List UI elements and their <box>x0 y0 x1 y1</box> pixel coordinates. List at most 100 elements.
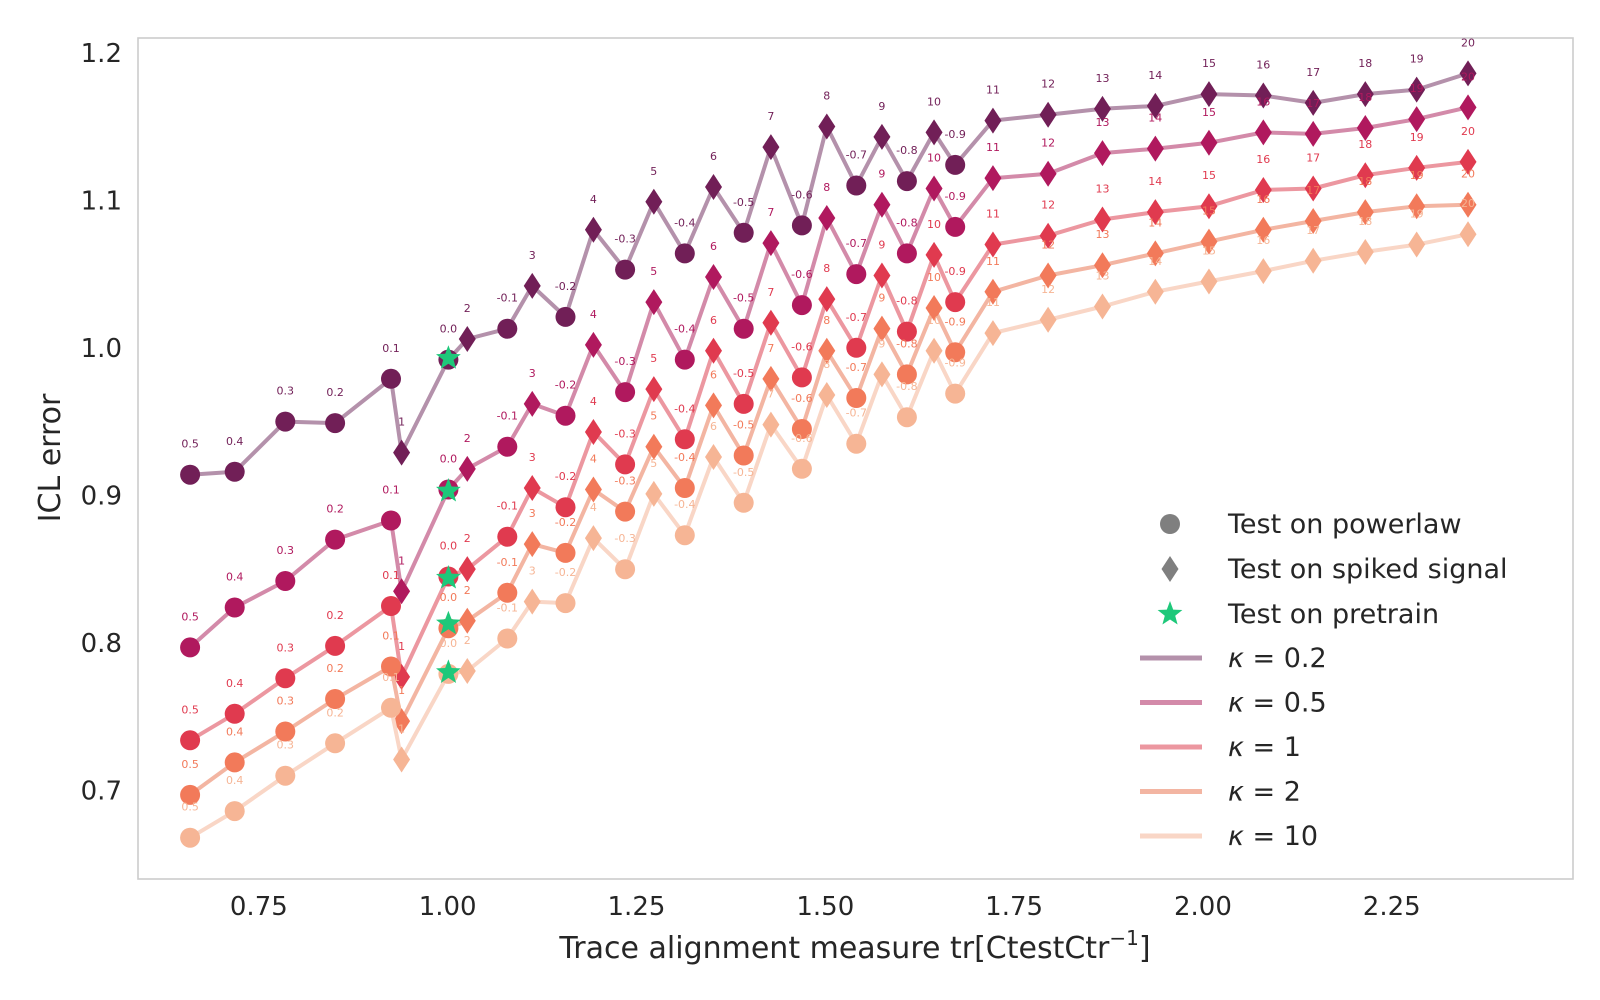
x-tick-label: 1.50 <box>796 892 854 922</box>
data-label: 4 <box>590 453 597 466</box>
powerlaw-marker <box>381 656 401 677</box>
spiked-marker <box>1093 206 1111 233</box>
data-label: 1 <box>398 684 405 697</box>
data-label: -0.7 <box>846 237 867 250</box>
data-label: 9 <box>878 337 885 350</box>
spiked-marker <box>984 320 1002 347</box>
data-label: 12 <box>1041 78 1055 91</box>
spiked-marker <box>1146 135 1164 162</box>
spiked-marker <box>1200 81 1218 108</box>
spiked-marker <box>705 337 723 364</box>
data-label: 12 <box>1041 239 1055 252</box>
data-label: -0.2 <box>555 516 576 529</box>
powerlaw-marker <box>224 703 245 724</box>
data-label: -0.9 <box>944 265 965 278</box>
spiked-marker <box>873 123 891 150</box>
spiked-marker <box>1459 191 1477 218</box>
spiked-marker <box>1200 129 1218 156</box>
spiked-marker <box>645 376 663 403</box>
data-label: 14 <box>1148 216 1162 229</box>
series-kappa-1 <box>180 148 1477 751</box>
data-label: 10 <box>927 271 941 284</box>
powerlaw-marker <box>945 342 966 363</box>
powerlaw-marker <box>733 445 754 466</box>
data-label: 9 <box>878 239 885 252</box>
data-label: 9 <box>878 100 885 113</box>
spiked-marker <box>1093 140 1111 167</box>
pretrain-star-marker <box>436 478 461 502</box>
spiked-marker <box>1200 193 1218 220</box>
data-label: -0.9 <box>944 190 965 203</box>
spiked-marker <box>1408 76 1426 103</box>
spiked-marker <box>523 475 541 502</box>
powerlaw-marker <box>615 559 636 580</box>
powerlaw-marker <box>846 175 867 196</box>
powerlaw-marker <box>945 216 966 237</box>
data-label: 0.3 <box>277 385 295 398</box>
spiked-marker <box>1459 148 1477 175</box>
powerlaw-marker <box>674 429 695 450</box>
legend: Test on powerlaw Test on spiked signal Tes… <box>1140 509 1508 852</box>
spiked-marker <box>1304 247 1322 274</box>
powerlaw-marker <box>224 461 245 482</box>
data-label: 7 <box>767 286 774 299</box>
data-label: 4 <box>590 501 597 514</box>
spiked-marker <box>1200 228 1218 255</box>
data-label: 11 <box>986 208 1000 221</box>
powerlaw-marker <box>791 215 812 236</box>
data-label: 19 <box>1410 82 1424 95</box>
legend-entry-label: Test on spiked signal <box>1227 554 1508 585</box>
data-label: -0.2 <box>555 280 576 293</box>
y-tick-label: 0.9 <box>81 481 122 511</box>
powerlaw-marker <box>945 154 966 175</box>
legend-star-icon <box>1157 601 1183 625</box>
powerlaw-marker <box>180 827 201 848</box>
spiked-marker <box>645 433 663 460</box>
spiked-marker <box>1356 115 1374 142</box>
data-label: 11 <box>986 255 1000 268</box>
data-label: 0.3 <box>277 544 295 557</box>
spiked-marker <box>818 205 836 232</box>
data-label: 13 <box>1096 270 1110 283</box>
data-label: -0.7 <box>846 361 867 374</box>
spiked-marker <box>925 119 943 146</box>
pretrain-star-marker <box>436 659 461 683</box>
spiked-marker <box>1039 101 1057 128</box>
data-label: 0.1 <box>382 671 400 684</box>
spiked-marker <box>873 191 891 218</box>
x-axis-ticks: 0.75 1.00 1.25 1.50 1.75 2.00 2.25 <box>230 892 1421 922</box>
data-label: 20 <box>1461 125 1475 138</box>
spiked-marker <box>925 241 943 268</box>
spiked-marker <box>1304 207 1322 234</box>
spiked-marker <box>1254 119 1272 146</box>
powerlaw-marker <box>733 222 754 243</box>
data-label: 17 <box>1306 66 1320 79</box>
powerlaw-marker <box>497 436 518 457</box>
powerlaw-marker <box>896 364 917 385</box>
data-label: 7 <box>767 388 774 401</box>
data-label: -0.3 <box>614 355 635 368</box>
powerlaw-marker <box>674 243 695 264</box>
data-label: 6 <box>710 368 717 381</box>
data-label: 0.2 <box>326 609 344 622</box>
data-label: 6 <box>710 420 717 433</box>
spiked-marker <box>818 382 836 409</box>
data-label: 3 <box>529 507 536 520</box>
spiked-marker <box>458 556 476 583</box>
powerlaw-marker <box>497 318 518 339</box>
data-label: 0.0 <box>440 323 458 336</box>
y-axis-label: ICL error <box>33 393 68 522</box>
pretrain-star-marker <box>436 610 461 635</box>
spiked-marker <box>818 286 836 313</box>
data-label: 20 <box>1461 36 1475 49</box>
data-label: 11 <box>986 84 1000 97</box>
legend-kappa-label: κ = 2 <box>1228 777 1301 808</box>
powerlaw-marker <box>275 411 296 432</box>
spiked-marker <box>584 476 602 503</box>
data-label: 16 <box>1256 234 1270 247</box>
powerlaw-marker <box>325 413 346 434</box>
pretrain-star-marker <box>436 345 461 369</box>
data-label: 0.3 <box>277 739 295 752</box>
powerlaw-marker <box>497 628 518 649</box>
data-label: -0.1 <box>497 292 518 305</box>
